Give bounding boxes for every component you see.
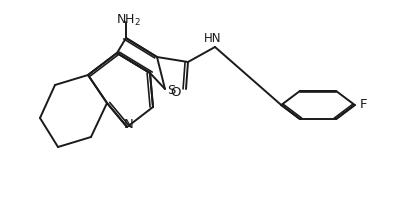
Text: NH$_2$: NH$_2$ — [116, 13, 140, 29]
Text: O: O — [170, 86, 181, 99]
Text: HN: HN — [204, 32, 222, 45]
Text: S: S — [167, 83, 176, 96]
Text: N: N — [124, 118, 134, 131]
Text: F: F — [360, 98, 368, 111]
